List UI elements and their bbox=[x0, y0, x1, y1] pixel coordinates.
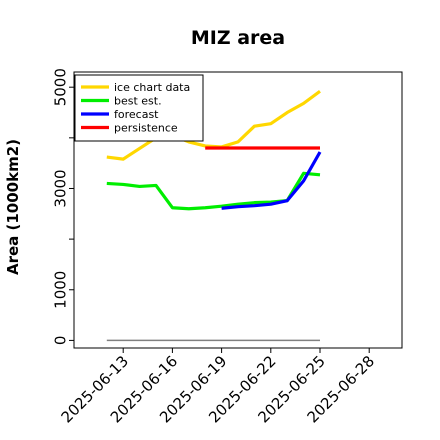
series-line-forecast bbox=[221, 151, 322, 210]
plot-frame bbox=[73, 71, 403, 349]
x-axis: 2025-06-132025-06-162025-06-192025-06-22… bbox=[58, 348, 378, 426]
y-tick-label: 3000 bbox=[51, 169, 69, 207]
y-tick-label: 0 bbox=[51, 336, 69, 346]
y-tick-label: 1000 bbox=[51, 271, 69, 309]
series-line-best-est bbox=[106, 171, 321, 211]
legend-label: persistence bbox=[114, 122, 178, 135]
legend-label: best est. bbox=[114, 95, 162, 108]
legend-label: forecast bbox=[114, 108, 159, 121]
chart-title: MIZ area bbox=[191, 27, 285, 49]
y-axis: 0 1000 3000 5000 bbox=[51, 68, 74, 345]
y-tick-label: 5000 bbox=[51, 68, 69, 106]
legend-label: ice chart data bbox=[114, 81, 190, 94]
y-axis-label: Area (1000km2) bbox=[4, 139, 22, 275]
